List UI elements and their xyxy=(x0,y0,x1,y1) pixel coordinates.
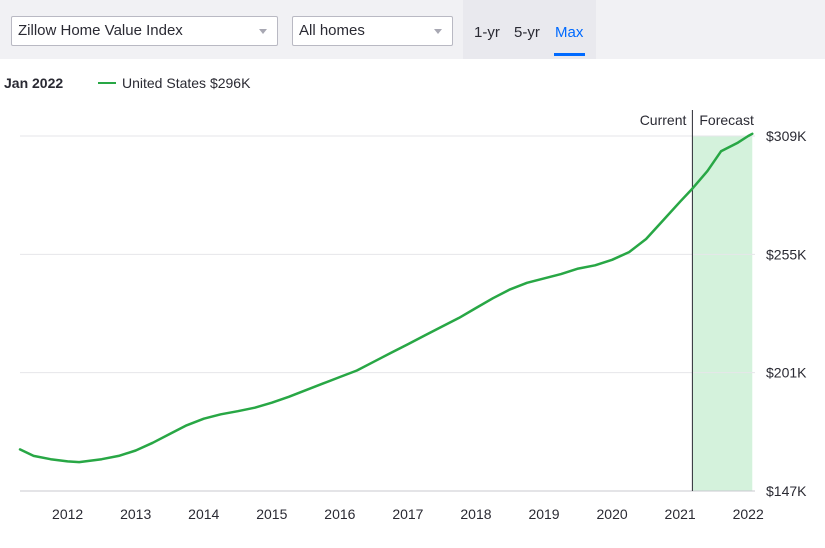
legend-swatch xyxy=(98,82,116,84)
current-label: Current xyxy=(640,112,687,128)
y-tick-label: $309K xyxy=(766,128,807,144)
x-tick-label: 2022 xyxy=(733,506,764,522)
x-tick-label: 2012 xyxy=(52,506,83,522)
range-5yr-button[interactable]: 5-yr xyxy=(514,24,540,41)
range-max-button[interactable]: Max xyxy=(555,24,584,41)
index-select-value: Zillow Home Value Index xyxy=(18,22,183,39)
toolbar: Zillow Home Value Index All homes 1-yr 5… xyxy=(0,0,825,59)
series-line-united-states xyxy=(18,132,754,464)
forecast-region xyxy=(692,136,753,491)
x-tick-label: 2021 xyxy=(665,506,696,522)
forecast-label: Forecast xyxy=(699,112,754,128)
x-tick-label: 2019 xyxy=(528,506,559,522)
x-tick-label: 2017 xyxy=(392,506,423,522)
legend-date: Jan 2022 xyxy=(4,75,64,91)
home-type-select-value: All homes xyxy=(299,22,365,39)
active-range-indicator xyxy=(554,53,585,56)
x-tick-label: 2015 xyxy=(256,506,287,522)
home-type-select[interactable]: All homes xyxy=(292,16,453,46)
chevron-down-icon xyxy=(434,29,442,34)
x-tick-label: 2018 xyxy=(460,506,491,522)
legend-series-label: United States $296K xyxy=(122,75,251,91)
x-tick-label: 2020 xyxy=(597,506,628,522)
x-tick-label: 2016 xyxy=(324,506,355,522)
y-tick-label: $147K xyxy=(766,483,807,499)
y-tick-label: $255K xyxy=(766,246,807,262)
index-select[interactable]: Zillow Home Value Index xyxy=(11,16,278,46)
chevron-down-icon xyxy=(259,29,267,34)
range-1yr-button[interactable]: 1-yr xyxy=(474,24,500,41)
range-group xyxy=(463,0,596,59)
x-tick-label: 2014 xyxy=(188,506,219,522)
y-tick-label: $201K xyxy=(766,365,807,381)
x-tick-label: 2013 xyxy=(120,506,151,522)
